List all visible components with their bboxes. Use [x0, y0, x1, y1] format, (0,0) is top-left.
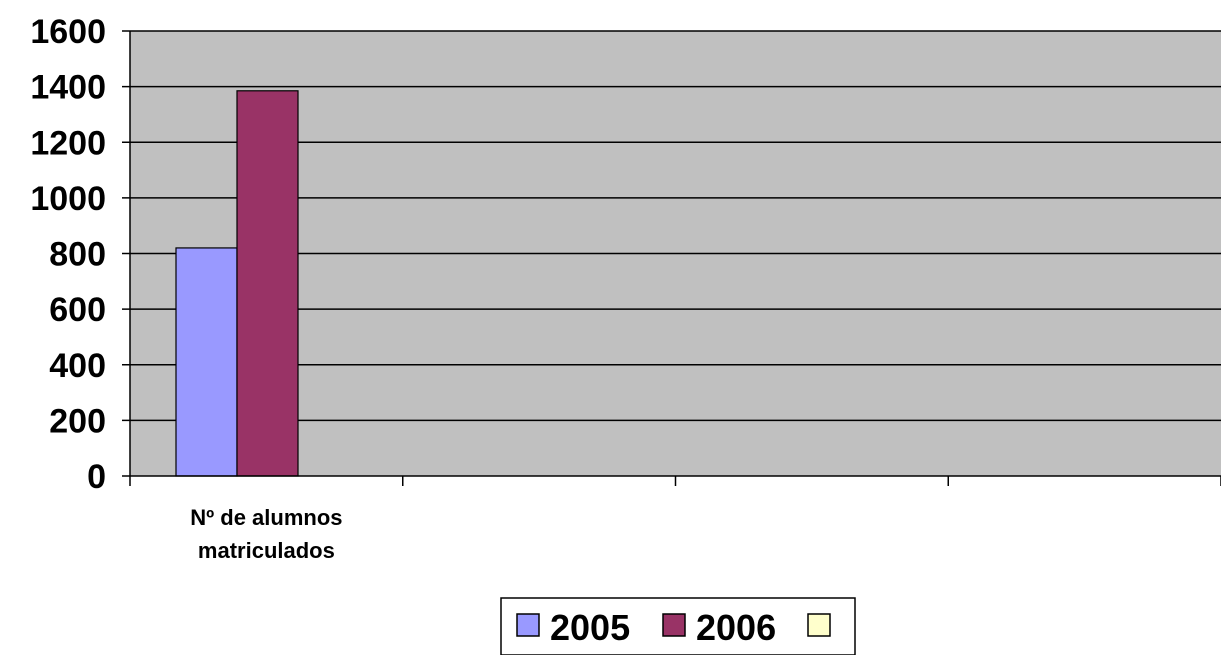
- gridlines: [130, 30, 1221, 422]
- legend: 2005 2006: [500, 597, 856, 655]
- y-tick-label: 600: [49, 291, 106, 329]
- y-tick-label: 1400: [30, 69, 106, 107]
- x-category-labels: Nº de alumnos matriculados: [190, 505, 342, 563]
- y-tick-label: 200: [49, 402, 106, 440]
- axes: [122, 30, 1221, 486]
- x-category-label: matriculados: [198, 538, 335, 563]
- y-tick-label: 400: [49, 347, 106, 385]
- y-tick-label: 1600: [30, 13, 106, 51]
- legend-label: 2006: [696, 607, 776, 648]
- y-tick-label: 1200: [30, 124, 106, 162]
- y-tick-label: 0: [87, 458, 106, 496]
- bar-2005: [175, 247, 238, 477]
- x-category-label: Nº de alumnos: [190, 505, 342, 530]
- legend-swatch: [516, 613, 540, 637]
- y-tick-labels: 0 200 400 600 800 1000 1200 1400 1600: [30, 13, 106, 496]
- y-tick-label: 1000: [30, 180, 106, 218]
- bars: [175, 90, 299, 477]
- legend-label: 2005: [550, 607, 630, 648]
- y-tick-label: 800: [49, 236, 106, 274]
- legend-swatch: [662, 613, 686, 637]
- legend-swatch: [807, 613, 831, 637]
- bar-2006: [236, 90, 299, 477]
